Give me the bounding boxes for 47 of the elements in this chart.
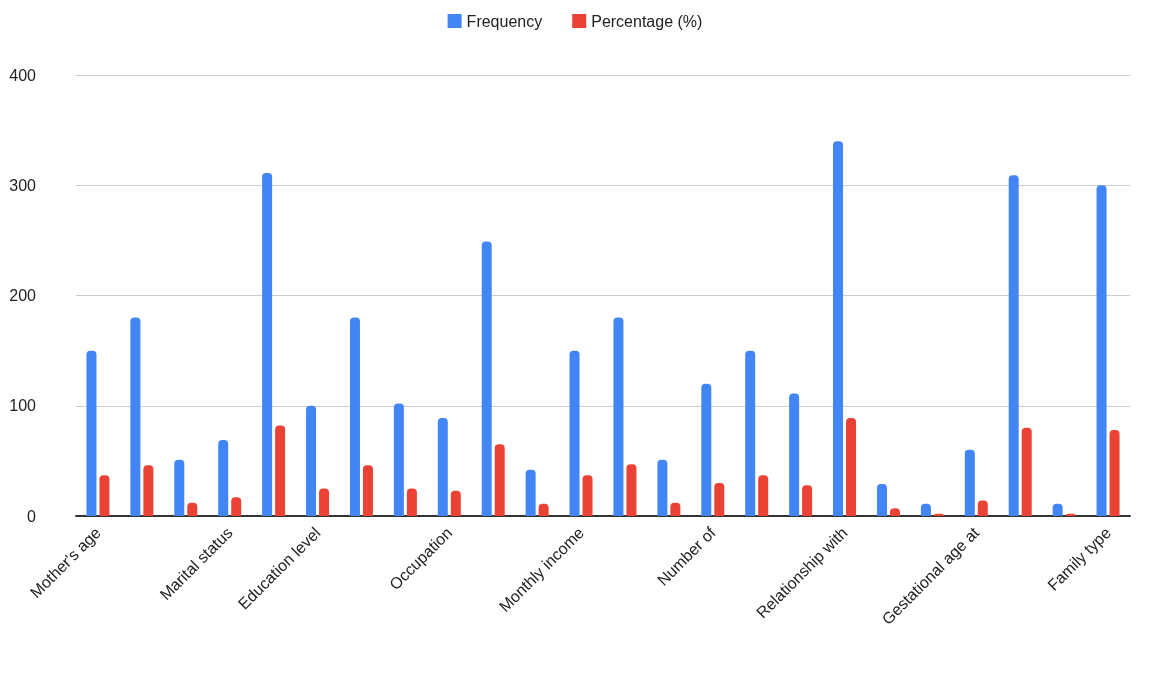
bar (275, 425, 286, 516)
bar (1008, 175, 1019, 516)
y-tick-label: 400 (9, 66, 37, 84)
y-tick-label: 100 (9, 397, 37, 415)
bar (525, 469, 536, 516)
bar (613, 317, 624, 516)
bar (789, 393, 800, 516)
bar (833, 141, 844, 516)
y-tick-label: 300 (9, 176, 37, 194)
y-tick-label: 0 (27, 507, 37, 525)
legend-label: Frequency (466, 12, 543, 30)
bar (802, 485, 813, 516)
bar (758, 475, 769, 516)
bar (450, 490, 461, 516)
bar (306, 405, 317, 516)
bar (86, 350, 97, 516)
bar (393, 403, 404, 516)
bar (481, 241, 492, 516)
bar (626, 464, 637, 516)
bar (1109, 430, 1120, 516)
bar (174, 459, 185, 516)
bar (349, 317, 360, 516)
bar (362, 465, 373, 516)
bar (714, 482, 725, 516)
bar (657, 459, 668, 516)
bar (1096, 185, 1107, 516)
bar (437, 417, 448, 516)
bar (964, 449, 975, 516)
bar (231, 497, 242, 516)
y-tick-label: 200 (9, 287, 37, 304)
bar (494, 444, 505, 516)
bar (406, 488, 417, 516)
bar (745, 350, 756, 516)
legend-label: Percentage (%) (591, 12, 703, 30)
bar (1021, 427, 1032, 516)
bar (582, 475, 593, 516)
bar (876, 484, 887, 516)
bar (262, 173, 273, 516)
bar (977, 500, 988, 516)
bar (319, 488, 330, 516)
bar (99, 475, 110, 516)
bar (143, 465, 154, 516)
bar (218, 439, 229, 516)
bar (701, 383, 712, 516)
bar (130, 317, 141, 516)
bar (569, 350, 580, 516)
bar (846, 417, 857, 516)
